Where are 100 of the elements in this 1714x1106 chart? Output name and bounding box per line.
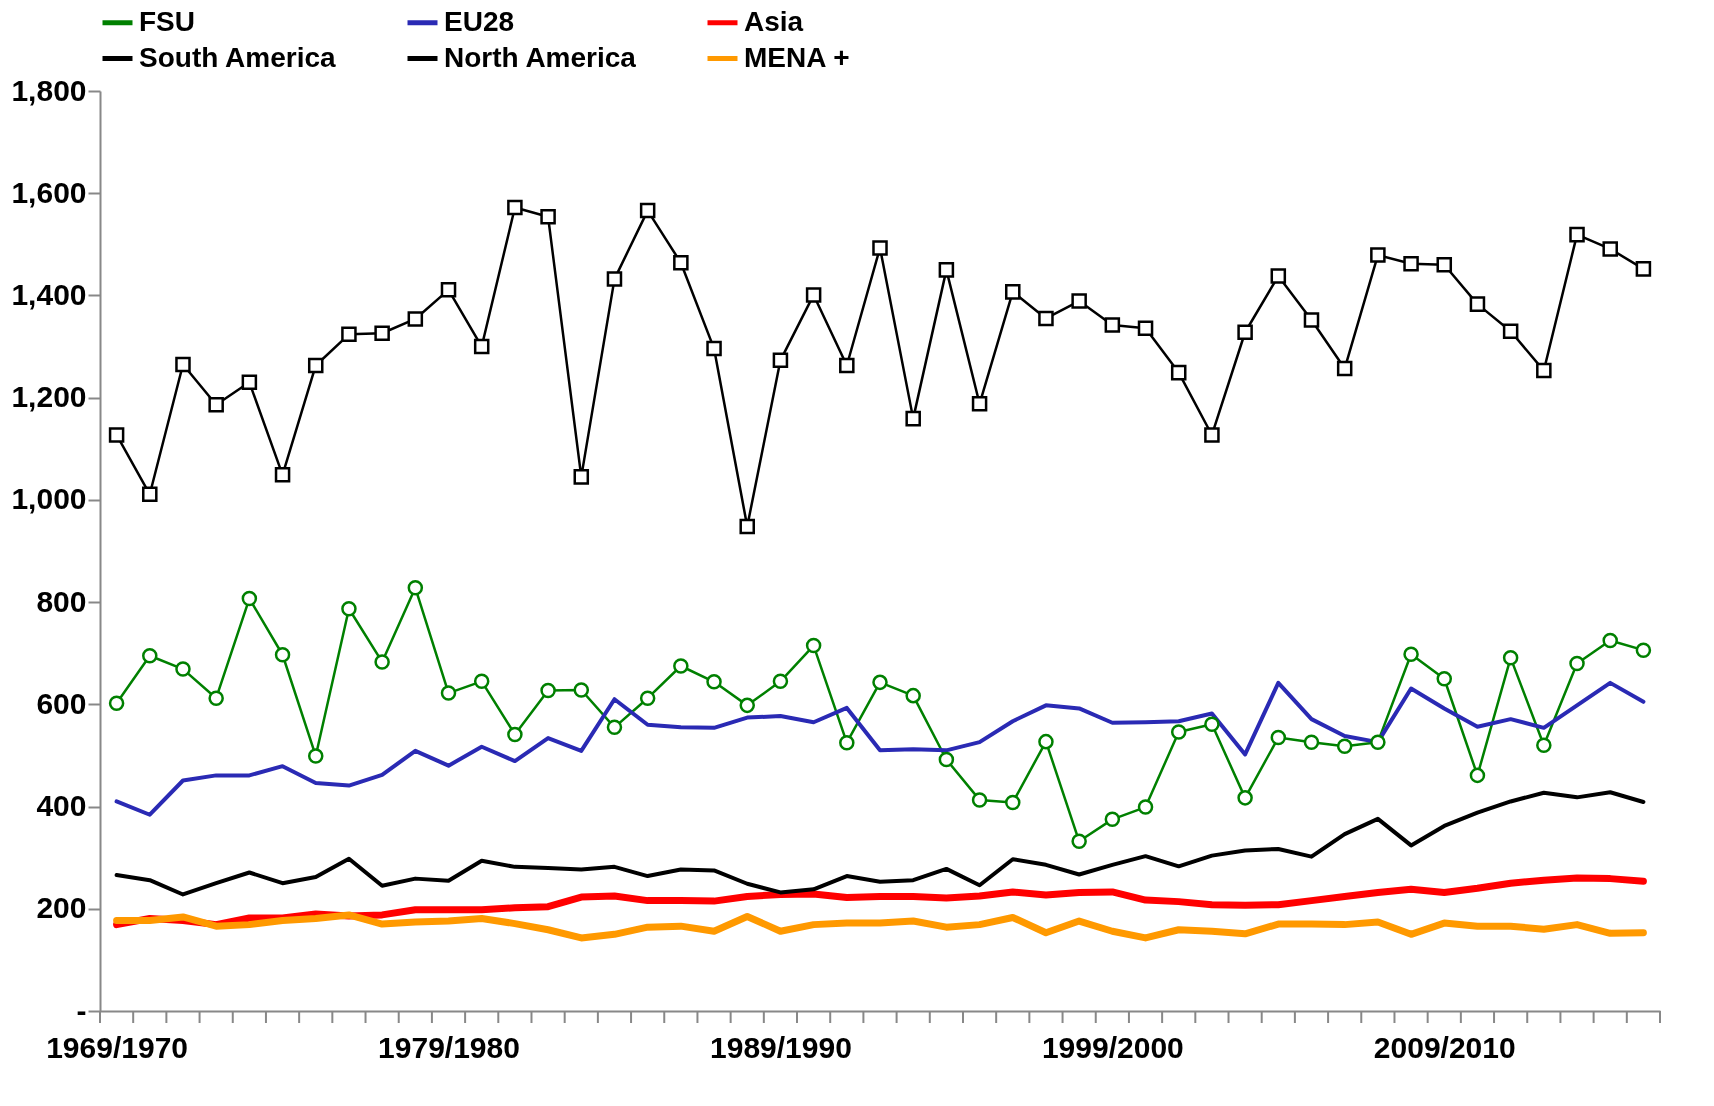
point	[1469, 767, 1486, 784]
x-tick-label: 2009/2010	[1373, 1030, 1516, 1064]
y-tick-label: 600	[36, 686, 87, 720]
point	[1536, 737, 1552, 753]
point	[1170, 364, 1187, 381]
point	[673, 254, 689, 271]
point	[407, 311, 424, 327]
y-tick-label: 1,600	[11, 175, 87, 209]
point	[440, 685, 457, 701]
point	[1038, 310, 1054, 327]
point	[1137, 799, 1154, 815]
point	[1005, 284, 1021, 300]
point	[872, 674, 888, 691]
y-tick-label: 1,200	[11, 380, 87, 414]
point	[739, 697, 755, 714]
point	[1071, 833, 1087, 850]
point	[805, 637, 822, 654]
point	[175, 356, 191, 373]
line-series	[114, 790, 1646, 897]
point	[839, 357, 855, 374]
point	[142, 648, 158, 664]
point	[706, 674, 722, 690]
point	[341, 601, 357, 617]
x-tick-label: 1989/1990	[710, 1030, 852, 1064]
point	[1602, 632, 1618, 649]
point	[142, 486, 158, 503]
point	[905, 410, 921, 427]
y-tick-label: 1,800	[11, 73, 87, 107]
x-tick-label: 1979/1980	[378, 1030, 520, 1064]
point	[374, 654, 390, 670]
point	[473, 673, 490, 690]
point	[341, 326, 357, 343]
y-tick-label: 1,000	[11, 482, 87, 516]
point	[1436, 257, 1453, 273]
point	[1569, 655, 1585, 672]
point	[407, 580, 424, 596]
point	[772, 352, 789, 369]
point	[772, 673, 789, 690]
point	[473, 338, 490, 355]
point	[1204, 716, 1220, 733]
point	[374, 325, 390, 342]
point	[274, 467, 291, 483]
point	[673, 658, 689, 674]
point	[739, 518, 755, 535]
point	[208, 397, 224, 413]
point	[540, 208, 556, 225]
legend-label: South America	[139, 41, 336, 73]
point	[706, 340, 722, 357]
point	[241, 590, 258, 607]
point	[208, 690, 224, 706]
point	[241, 374, 258, 391]
point	[573, 682, 590, 698]
legend-label: FSU	[139, 5, 195, 37]
point	[1403, 255, 1419, 272]
point	[1635, 642, 1652, 658]
point	[1237, 324, 1253, 341]
point	[1502, 323, 1519, 339]
point	[507, 199, 523, 216]
point	[108, 695, 125, 712]
y-tick-label: 800	[36, 584, 87, 618]
point	[1370, 247, 1386, 263]
x-tick-label: 1969/1970	[46, 1030, 188, 1064]
point	[1336, 738, 1353, 754]
point	[905, 687, 921, 704]
legend-label: EU28	[444, 5, 515, 37]
point	[606, 271, 623, 287]
point	[1237, 790, 1253, 806]
point	[1403, 646, 1419, 662]
point	[839, 734, 855, 751]
point	[872, 240, 888, 256]
point	[307, 357, 324, 374]
point	[1104, 811, 1121, 828]
point	[1104, 317, 1121, 333]
point	[108, 427, 125, 443]
point	[606, 719, 623, 736]
point	[1137, 320, 1154, 336]
point	[1436, 671, 1453, 687]
y-tick-label: -	[76, 993, 87, 1027]
point	[938, 751, 955, 768]
point	[1336, 360, 1353, 377]
point	[971, 792, 988, 808]
y-tick-label: 1,400	[11, 277, 87, 311]
point	[1038, 733, 1054, 750]
point	[1303, 734, 1320, 750]
legend-label: North America	[444, 41, 637, 73]
point	[639, 202, 656, 219]
point	[1071, 293, 1087, 309]
point	[1502, 650, 1519, 666]
point	[1170, 724, 1187, 740]
point	[175, 661, 191, 677]
point	[1204, 427, 1220, 443]
point	[1370, 734, 1386, 750]
point	[805, 287, 822, 303]
point	[1303, 312, 1320, 328]
legend-label: MENA +	[744, 41, 850, 73]
y-tick-label: 200	[36, 891, 87, 925]
x-tick-label: 1999/2000	[1041, 1030, 1184, 1064]
y-tick-label: 400	[36, 789, 87, 823]
point	[1005, 794, 1021, 811]
point	[1536, 362, 1552, 379]
